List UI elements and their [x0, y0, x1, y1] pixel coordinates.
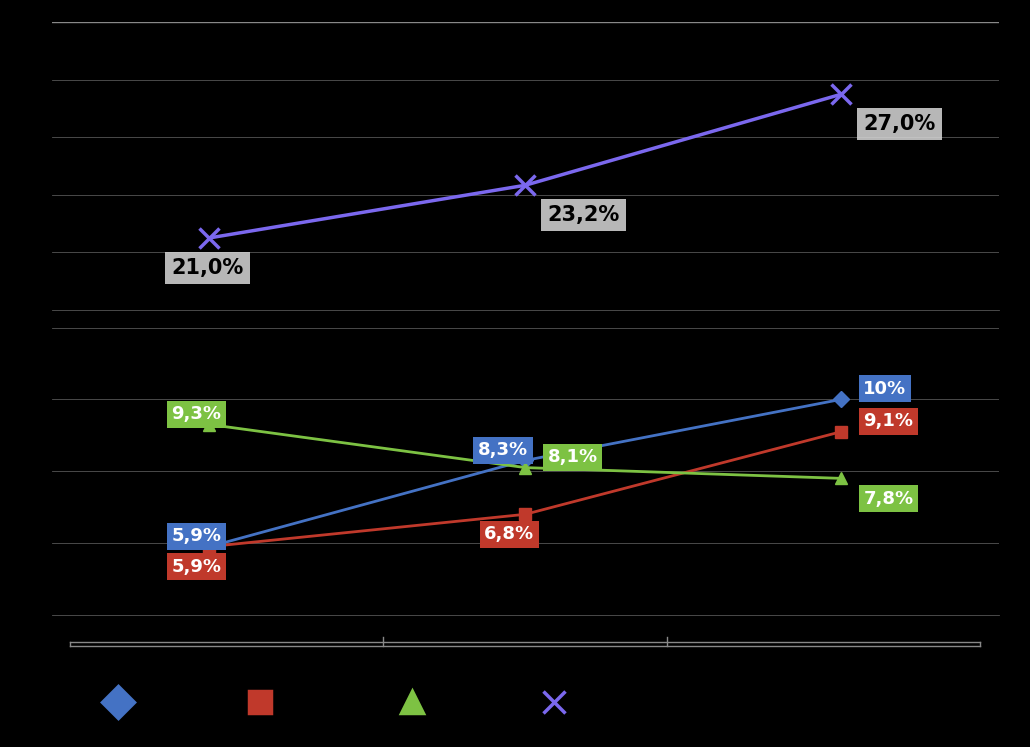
Text: 21,0%: 21,0%	[172, 258, 244, 278]
Text: 7,8%: 7,8%	[863, 489, 914, 507]
Text: 9,3%: 9,3%	[172, 405, 221, 423]
Text: 5,9%: 5,9%	[172, 558, 221, 576]
Text: 8,1%: 8,1%	[547, 448, 597, 466]
Text: 10%: 10%	[863, 380, 906, 398]
Text: 9,1%: 9,1%	[863, 412, 914, 430]
Text: 23,2%: 23,2%	[547, 205, 620, 225]
Text: 8,3%: 8,3%	[478, 441, 528, 459]
Text: 27,0%: 27,0%	[863, 114, 935, 134]
Text: 5,9%: 5,9%	[172, 527, 221, 545]
Text: 6,8%: 6,8%	[484, 525, 535, 543]
